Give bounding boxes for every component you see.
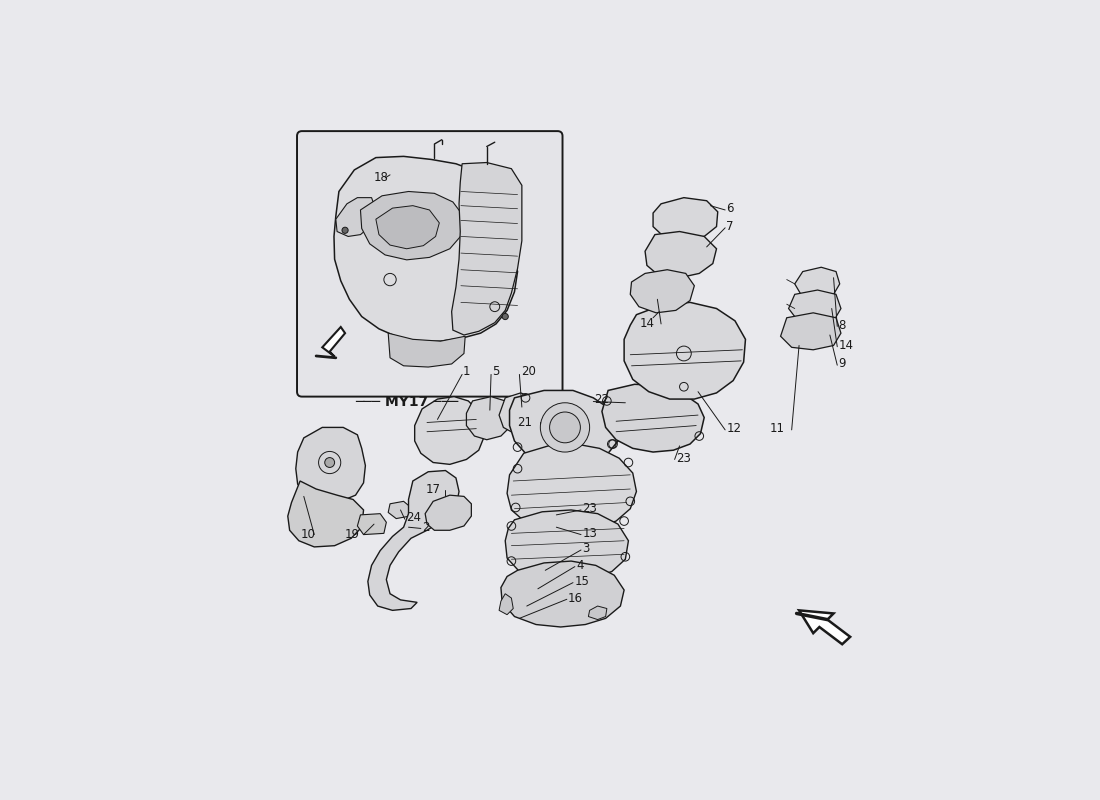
- Text: 1: 1: [463, 366, 470, 378]
- Text: 6: 6: [726, 202, 734, 215]
- Text: 11: 11: [769, 422, 784, 435]
- Polygon shape: [531, 406, 558, 424]
- Polygon shape: [500, 561, 624, 627]
- Text: 5: 5: [493, 366, 499, 378]
- Polygon shape: [452, 162, 521, 335]
- Polygon shape: [358, 514, 386, 534]
- Polygon shape: [415, 397, 484, 464]
- Polygon shape: [288, 481, 363, 547]
- Text: 16: 16: [568, 591, 583, 605]
- Polygon shape: [588, 606, 607, 619]
- Circle shape: [550, 412, 581, 443]
- Text: 4: 4: [576, 559, 584, 572]
- Polygon shape: [799, 610, 850, 644]
- Polygon shape: [499, 393, 539, 434]
- Polygon shape: [507, 444, 637, 532]
- Polygon shape: [296, 427, 365, 502]
- Polygon shape: [505, 510, 628, 582]
- Text: 10: 10: [300, 528, 316, 541]
- Polygon shape: [388, 502, 411, 518]
- Circle shape: [540, 402, 590, 452]
- Polygon shape: [645, 231, 716, 278]
- Text: 8: 8: [838, 318, 846, 332]
- Polygon shape: [509, 390, 619, 464]
- Polygon shape: [794, 267, 839, 298]
- Text: 7: 7: [726, 220, 734, 233]
- Polygon shape: [334, 156, 520, 341]
- Circle shape: [502, 314, 508, 320]
- Polygon shape: [630, 270, 694, 313]
- Text: 21: 21: [517, 416, 532, 429]
- Text: 24: 24: [406, 511, 421, 525]
- Text: 14: 14: [838, 339, 854, 352]
- Text: 3: 3: [582, 542, 590, 555]
- Text: 20: 20: [520, 366, 536, 378]
- Polygon shape: [653, 198, 717, 239]
- Circle shape: [342, 227, 348, 234]
- Polygon shape: [336, 198, 376, 237]
- Polygon shape: [367, 470, 459, 610]
- Text: 23: 23: [582, 502, 597, 515]
- Text: 2: 2: [422, 521, 430, 534]
- Text: 18: 18: [374, 171, 389, 184]
- Polygon shape: [624, 302, 746, 399]
- Text: 13: 13: [582, 527, 597, 540]
- Polygon shape: [789, 290, 840, 322]
- Text: 12: 12: [727, 422, 742, 435]
- Polygon shape: [466, 397, 512, 440]
- Polygon shape: [499, 594, 514, 614]
- Polygon shape: [781, 313, 840, 350]
- Text: 19: 19: [344, 528, 360, 541]
- Polygon shape: [388, 333, 465, 367]
- Circle shape: [324, 458, 334, 467]
- Polygon shape: [361, 191, 464, 260]
- Polygon shape: [376, 206, 439, 249]
- Text: ─── MY17 ───: ─── MY17 ───: [355, 395, 459, 409]
- Polygon shape: [322, 327, 345, 357]
- FancyBboxPatch shape: [297, 131, 562, 397]
- Text: 9: 9: [838, 358, 846, 370]
- Text: 14: 14: [640, 318, 654, 330]
- Polygon shape: [602, 384, 704, 452]
- Polygon shape: [425, 495, 471, 530]
- Text: 23: 23: [675, 452, 691, 465]
- Text: 15: 15: [574, 575, 590, 588]
- Text: 22: 22: [594, 393, 609, 406]
- Text: 17: 17: [426, 482, 440, 495]
